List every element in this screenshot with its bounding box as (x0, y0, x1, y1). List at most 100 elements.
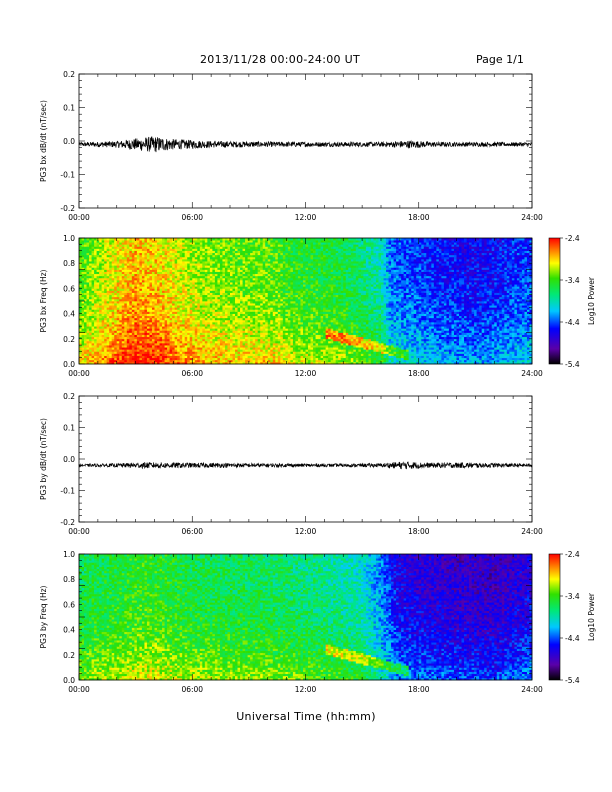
spectrogram-cell (157, 255, 160, 257)
spectrogram-cell (185, 347, 188, 349)
spectrogram-cell (235, 293, 238, 295)
spectrogram-cell (268, 305, 271, 307)
spectrogram-cell (99, 288, 102, 290)
spectrogram-cell (250, 278, 253, 280)
spectrogram-cell (180, 339, 183, 341)
spectrogram-cell (107, 272, 110, 274)
spectrogram-cell (205, 291, 208, 293)
spectrogram-cell (182, 324, 185, 326)
spectrogram-cell (134, 263, 137, 265)
spectrogram-cell (187, 255, 190, 257)
spectrogram-cell (260, 295, 263, 297)
spectrogram-cell (149, 303, 152, 305)
spectrogram-cell (240, 351, 243, 353)
spectrogram-cell (129, 345, 132, 347)
spectrogram-cell (137, 251, 140, 253)
spectrogram-cell (250, 246, 253, 248)
spectrogram-cell (84, 326, 87, 328)
spectrogram-cell (190, 341, 193, 343)
spectrogram-cell (227, 253, 230, 255)
spectrogram-cell (119, 295, 122, 297)
spectrogram-cell (245, 299, 248, 301)
spectrogram-cell (142, 320, 145, 322)
spectrogram-cell (180, 333, 183, 335)
spectrogram-cell (197, 278, 200, 280)
spectrogram-cell (220, 240, 223, 242)
spectrogram-cell (263, 343, 266, 345)
spectrogram-cell (82, 326, 85, 328)
spectrogram-cell (200, 330, 203, 332)
spectrogram-cell (220, 246, 223, 248)
spectrogram-cell (278, 286, 281, 288)
spectrogram-cell (160, 307, 163, 309)
spectrogram-cell (147, 316, 150, 318)
spectrogram-cell (225, 272, 228, 274)
spectrogram-cell (187, 246, 190, 248)
spectrogram-cell (160, 288, 163, 290)
spectrogram-cell (220, 288, 223, 290)
spectrogram-cell (195, 293, 198, 295)
spectrogram-cell (170, 253, 173, 255)
spectrogram-cell (137, 276, 140, 278)
spectrogram-cell (97, 249, 100, 251)
spectrogram-cell (202, 293, 205, 295)
spectrogram-cell (280, 339, 283, 341)
spectrogram-cell (122, 272, 125, 274)
spectrogram-cell (107, 358, 110, 360)
spectrogram-cell (157, 246, 160, 248)
spectrogram-cell (99, 242, 102, 244)
spectrogram-cell (170, 255, 173, 257)
spectrogram-cell (155, 314, 158, 316)
spectrogram-cell (243, 354, 246, 356)
spectrogram-cell (192, 288, 195, 290)
spectrogram-cell (248, 293, 251, 295)
spectrogram-cell (192, 286, 195, 288)
spectrogram-cell (172, 280, 175, 282)
spectrogram-cell (212, 274, 215, 276)
spectrogram-cell (155, 257, 158, 259)
spectrogram-cell (107, 330, 110, 332)
spectrogram-cell (157, 278, 160, 280)
spectrogram-cell (200, 297, 203, 299)
spectrogram-cell (119, 267, 122, 269)
spectrogram-cell (243, 320, 246, 322)
spectrogram-cell (280, 246, 283, 248)
spectrogram-cell (187, 341, 190, 343)
spectrogram-cell (192, 274, 195, 276)
spectrogram-cell (165, 297, 168, 299)
spectrogram-cell (258, 274, 261, 276)
spectrogram-cell (162, 356, 165, 358)
spectrogram-cell (197, 307, 200, 309)
spectrogram-cell (225, 341, 228, 343)
spectrogram-cell (149, 337, 152, 339)
spectrogram-cell (142, 295, 145, 297)
spectrogram-cell (217, 261, 220, 263)
spectrogram-cell (260, 320, 263, 322)
spectrogram-cell (243, 253, 246, 255)
spectrogram-cell (170, 358, 173, 360)
spectrogram-cell (142, 276, 145, 278)
spectrogram-cell (263, 330, 266, 332)
spectrogram-cell (268, 299, 271, 301)
spectrogram-cell (253, 314, 256, 316)
spectrogram-cell (233, 270, 236, 272)
spectrogram-cell (94, 261, 97, 263)
spectrogram-cell (205, 324, 208, 326)
spectrogram-cell (202, 337, 205, 339)
spectrogram-cell (172, 291, 175, 293)
spectrogram-cell (107, 267, 110, 269)
spectrogram-cell (217, 312, 220, 314)
spectrogram-cell (157, 301, 160, 303)
spectrogram-cell (217, 286, 220, 288)
spectrogram-cell (109, 242, 112, 244)
spectrogram-cell (185, 301, 188, 303)
spectrogram-cell (185, 339, 188, 341)
spectrogram-cell (233, 349, 236, 351)
spectrogram-cell (265, 249, 268, 251)
spectrogram-cell (177, 263, 180, 265)
spectrogram-cell (265, 255, 268, 257)
spectrogram-cell (215, 314, 218, 316)
spectrogram-cell (160, 318, 163, 320)
spectrogram-cell (205, 326, 208, 328)
spectrogram-cell (99, 278, 102, 280)
